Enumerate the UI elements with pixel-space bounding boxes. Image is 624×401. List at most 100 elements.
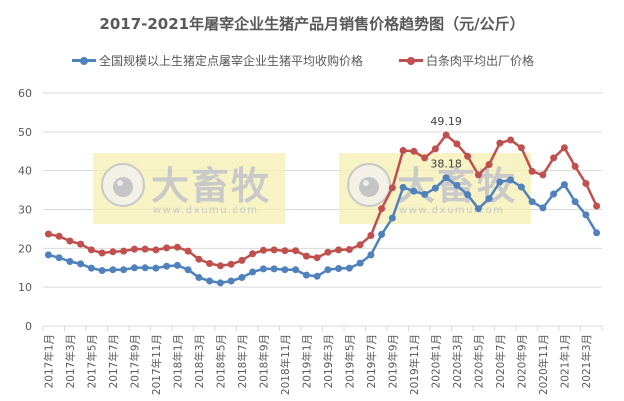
data-point[interactable] [560,181,568,189]
data-point[interactable] [485,161,493,168]
data-point[interactable] [270,246,278,254]
data-point[interactable] [539,171,547,179]
data-point[interactable] [528,198,536,206]
data-point[interactable] [335,246,343,254]
data-point[interactable] [152,264,160,272]
data-point[interactable] [367,232,375,239]
data-point[interactable] [442,174,450,182]
data-point[interactable] [141,264,149,272]
data-point[interactable] [77,240,85,248]
data-point[interactable] [66,237,74,245]
data-point[interactable] [496,139,504,147]
data-point[interactable] [324,266,332,274]
data-point[interactable] [120,247,128,255]
data-point[interactable] [98,249,106,257]
data-point[interactable] [324,248,332,256]
data-point[interactable] [378,230,386,238]
data-point[interactable] [44,230,52,238]
data-point[interactable] [453,181,461,189]
data-point[interactable] [216,279,224,287]
data-point[interactable] [442,131,450,139]
data-point[interactable] [356,259,364,267]
data-point[interactable] [66,258,74,265]
data-point[interactable] [206,277,214,285]
data-point[interactable] [98,267,106,274]
data-point[interactable] [507,136,515,144]
data-point[interactable] [388,214,396,222]
data-point[interactable] [173,243,181,251]
data-point[interactable] [539,204,547,212]
data-point[interactable] [206,260,214,267]
data-point[interactable] [141,245,149,253]
data-point[interactable] [431,145,439,153]
data-point[interactable] [195,255,203,263]
data-point[interactable] [464,191,472,199]
data-point[interactable] [259,246,267,254]
data-point[interactable] [464,152,472,160]
data-point[interactable] [474,171,482,179]
legend-item-purchase-price[interactable]: 全国规模以上生猪定点屠宰企业生猪平均收购价格 [72,52,363,69]
data-point[interactable] [582,180,590,187]
data-point[interactable] [130,264,138,272]
data-point[interactable] [421,190,429,198]
data-point[interactable] [496,178,504,186]
data-point[interactable] [259,265,267,273]
data-point[interactable] [87,246,95,254]
data-point[interactable] [345,264,353,272]
data-point[interactable] [120,266,128,274]
data-point[interactable] [227,277,235,285]
data-point[interactable] [507,176,515,184]
data-point[interactable] [356,241,364,249]
data-point[interactable] [410,147,418,155]
data-point[interactable] [550,190,558,198]
data-point[interactable] [238,274,246,281]
data-point[interactable] [87,264,95,272]
data-point[interactable] [302,271,310,279]
data-point[interactable] [367,251,375,259]
data-point[interactable] [571,162,579,170]
data-point[interactable] [582,211,590,219]
data-point[interactable] [550,154,558,162]
data-point[interactable] [281,266,289,274]
data-point[interactable] [485,195,493,203]
data-point[interactable] [421,154,429,162]
data-point[interactable] [399,147,407,154]
data-point[interactable] [163,262,171,270]
data-point[interactable] [378,205,386,213]
data-point[interactable] [593,202,601,210]
data-point[interactable] [593,229,601,237]
data-point[interactable] [517,144,525,152]
data-point[interactable] [249,250,257,258]
data-point[interactable] [517,183,525,191]
data-point[interactable] [313,254,321,262]
data-point[interactable] [249,268,257,276]
data-point[interactable] [163,244,171,252]
data-point[interactable] [130,245,138,253]
data-point[interactable] [281,247,289,255]
data-point[interactable] [184,266,192,274]
data-point[interactable] [528,167,536,175]
legend-item-carcass-price[interactable]: 白条肉平均出厂价格 [399,52,534,69]
data-point[interactable] [571,198,579,206]
data-point[interactable] [292,247,300,255]
data-point[interactable] [388,184,396,192]
data-point[interactable] [474,205,482,213]
data-point[interactable] [109,266,117,274]
data-point[interactable] [77,260,85,268]
data-point[interactable] [55,254,63,262]
data-point[interactable] [173,261,181,269]
data-point[interactable] [227,260,235,268]
data-point[interactable] [313,272,321,280]
data-point[interactable] [195,274,203,281]
data-point[interactable] [152,246,160,254]
data-point[interactable] [238,256,246,264]
data-point[interactable] [292,266,300,274]
data-point[interactable] [410,187,418,195]
data-point[interactable] [109,248,117,256]
data-point[interactable] [560,144,568,152]
data-point[interactable] [302,252,310,260]
data-point[interactable] [453,140,461,148]
data-point[interactable] [399,183,407,191]
data-point[interactable] [270,265,278,273]
data-point[interactable] [44,251,52,259]
